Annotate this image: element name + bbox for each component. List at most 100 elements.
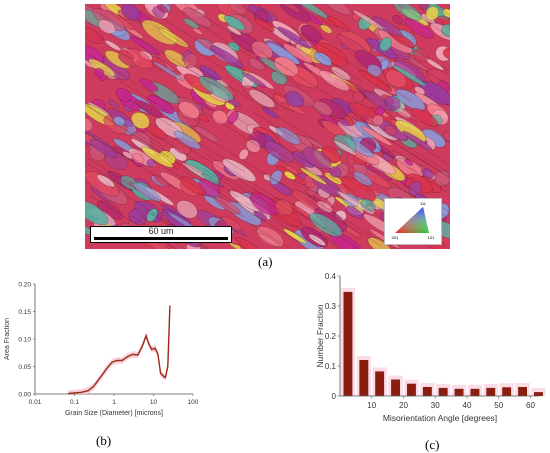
grain [245,139,261,153]
grain [89,138,118,158]
grain-boundary [85,104,190,171]
bar [422,387,432,396]
grain-boundary [85,161,172,216]
grain [224,15,245,31]
grain [275,126,301,145]
grain-boundary [183,170,304,246]
grain-boundary [429,92,450,107]
bar-shade [531,388,546,396]
data-point [154,347,156,349]
y-tick-label: 0.10 [18,336,31,343]
data-point [80,391,83,393]
grain [179,176,206,195]
grain [209,45,244,68]
grain [392,14,404,25]
grain-boundary [205,153,326,230]
grain [131,112,150,129]
grain [352,9,384,30]
grain [194,126,219,143]
data-point [106,368,108,370]
grain-boundary [324,227,360,249]
grain-boundary [169,90,290,166]
data-point [92,386,94,388]
grain [85,26,104,44]
grain-size-chart: 0.01 0.1 1 10 100 0.00 0.05 0.10 0.15 0.20 Grain S… [4,281,199,417]
grain [367,237,393,249]
grain [183,7,212,28]
grain-boundary [252,111,373,187]
grain [283,43,313,64]
grain [313,100,333,116]
grain-boundary [301,192,393,249]
grain [413,48,429,62]
grain [131,153,145,164]
grain [258,233,279,247]
grain-boundary [217,171,339,247]
bar [470,388,480,396]
grain-boundary [106,183,212,249]
grain [96,174,115,188]
grain [402,130,433,151]
grain [241,71,267,88]
grain-boundary [244,219,291,249]
grain [327,15,350,31]
grain [285,91,304,108]
bar [407,383,416,396]
y-tick-label: 0.20 [18,281,31,288]
grain [274,56,299,77]
data-point [141,345,143,347]
grain [275,199,294,216]
grain-boundary [150,132,272,208]
y-tick-label: 0.1 [325,362,337,371]
ipf-key-001: 001 [392,235,399,240]
grain-boundary [335,101,450,174]
grain [249,192,280,216]
grain [385,69,407,88]
grain [248,89,275,108]
grain [372,16,403,37]
grain [414,86,426,95]
grain-boundary [390,181,450,220]
grain [319,70,350,91]
grain [411,108,439,127]
bar [343,291,353,396]
grain-boundary [85,156,187,221]
bar [438,387,448,396]
grain-boundary [291,26,413,102]
grain-boundary [258,140,379,216]
y-tick-label: 0.05 [18,364,31,371]
grain-boundary [296,96,418,173]
grain [320,4,351,16]
grain [358,69,393,92]
x-tick-label: 60 [526,401,535,410]
data-point [148,342,150,344]
grain [314,52,332,66]
bar [518,387,527,396]
grain [395,89,426,111]
bar [502,387,512,396]
x-tick-label: 0.01 [29,399,42,406]
data-point [145,335,147,337]
grain-boundary [85,103,170,157]
grain [284,171,296,180]
grain [176,200,198,219]
x-tick-label: 30 [431,401,440,410]
data-point [121,359,123,362]
data-point [99,376,101,379]
data-point [169,305,171,307]
bar [486,387,496,396]
grain [279,4,302,13]
scale-bar-label: 60 um [148,226,174,236]
grain-boundary [351,151,450,213]
grain-boundary [85,131,177,189]
grain-boundary [85,58,176,116]
grain-boundary [173,138,295,215]
grain [353,171,373,186]
grain-boundary [138,4,247,72]
grain [147,94,175,114]
grain [320,24,333,34]
grain [254,18,275,32]
x-tick-label: 40 [463,401,472,410]
grain-boundary [235,117,356,193]
grain [434,170,450,187]
